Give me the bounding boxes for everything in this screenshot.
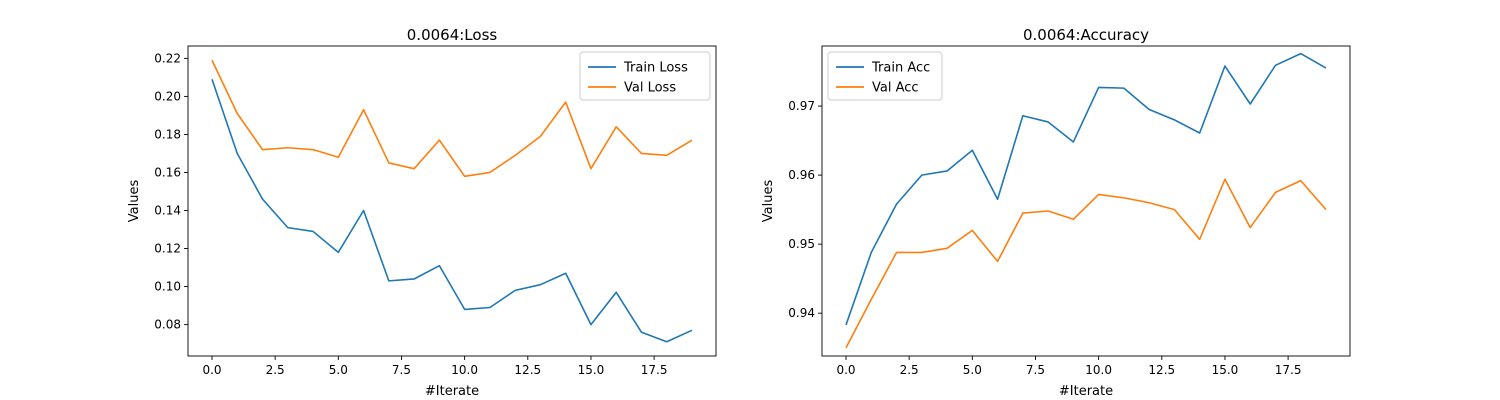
chart-title: 0.0064:Accuracy (1023, 26, 1149, 44)
x-tick-label: 17.5 (1275, 363, 1302, 377)
x-tick-label: 7.5 (392, 363, 411, 377)
y-tick-label: 0.14 (154, 204, 181, 218)
x-axis-label: #Iterate (425, 384, 479, 399)
x-tick-label: 7.5 (1026, 363, 1045, 377)
y-tick-label: 0.96 (788, 168, 815, 182)
legend: Train Loss Val Loss (579, 51, 711, 101)
x-tick-label: 2.5 (900, 363, 919, 377)
y-axis-label: Values (761, 180, 776, 223)
y-tick-label: 0.94 (788, 306, 815, 320)
legend-label: Train Loss (623, 61, 688, 76)
legend-label: Val Acc (872, 81, 919, 96)
y-tick-label: 0.10 (154, 280, 181, 294)
x-tick-label: 0.0 (836, 363, 855, 377)
y-tick-label: 0.22 (154, 51, 181, 65)
x-tick-label: 12.5 (514, 363, 541, 377)
legend-label: Train Acc (871, 61, 930, 76)
x-tick-label: 10.0 (451, 363, 478, 377)
series-line-val-acc (845, 178, 1327, 349)
y-tick-label: 0.20 (154, 89, 181, 103)
series-line-val-loss (211, 59, 693, 178)
legend-label: Val Loss (624, 81, 676, 96)
x-tick-label: 15.0 (578, 363, 605, 377)
y-tick-label: 0.16 (154, 165, 181, 179)
x-tick-label: 12.5 (1148, 363, 1175, 377)
series-line-train-loss (211, 79, 693, 343)
legend: Train Acc Val Acc (827, 51, 943, 101)
x-tick-label: 2.5 (266, 363, 285, 377)
legend-box (827, 51, 943, 101)
chart-title: 0.0064:Loss (407, 26, 498, 44)
y-tick-label: 0.08 (154, 318, 181, 332)
loss-chart: 0.0064:Loss 0.0 2.5 5.0 7.5 10.0 12.5 15.0 17.5 0… (127, 26, 717, 399)
accuracy-chart: 0.0064:Accuracy 0.0 2.5 5.0 7.5 10.0 12.5 15.0 1… (761, 26, 1351, 399)
y-tick-label: 0.12 (154, 242, 181, 256)
y-axis-label: Values (127, 180, 142, 223)
series-line-train-acc (845, 52, 1327, 326)
axes-frame (821, 45, 1351, 357)
y-tick-label: 0.97 (788, 99, 815, 113)
y-tick-label: 0.18 (154, 127, 181, 141)
axes-frame (187, 45, 717, 357)
x-tick-label: 0.0 (202, 363, 221, 377)
x-tick-label: 10.0 (1085, 363, 1112, 377)
x-tick-label: 5.0 (963, 363, 982, 377)
x-tick-label: 15.0 (1212, 363, 1239, 377)
x-axis-label: #Iterate (1059, 384, 1113, 399)
x-tick-label: 17.5 (641, 363, 668, 377)
legend-box (579, 51, 711, 101)
x-tick-label: 5.0 (329, 363, 348, 377)
y-tick-label: 0.95 (788, 237, 815, 251)
